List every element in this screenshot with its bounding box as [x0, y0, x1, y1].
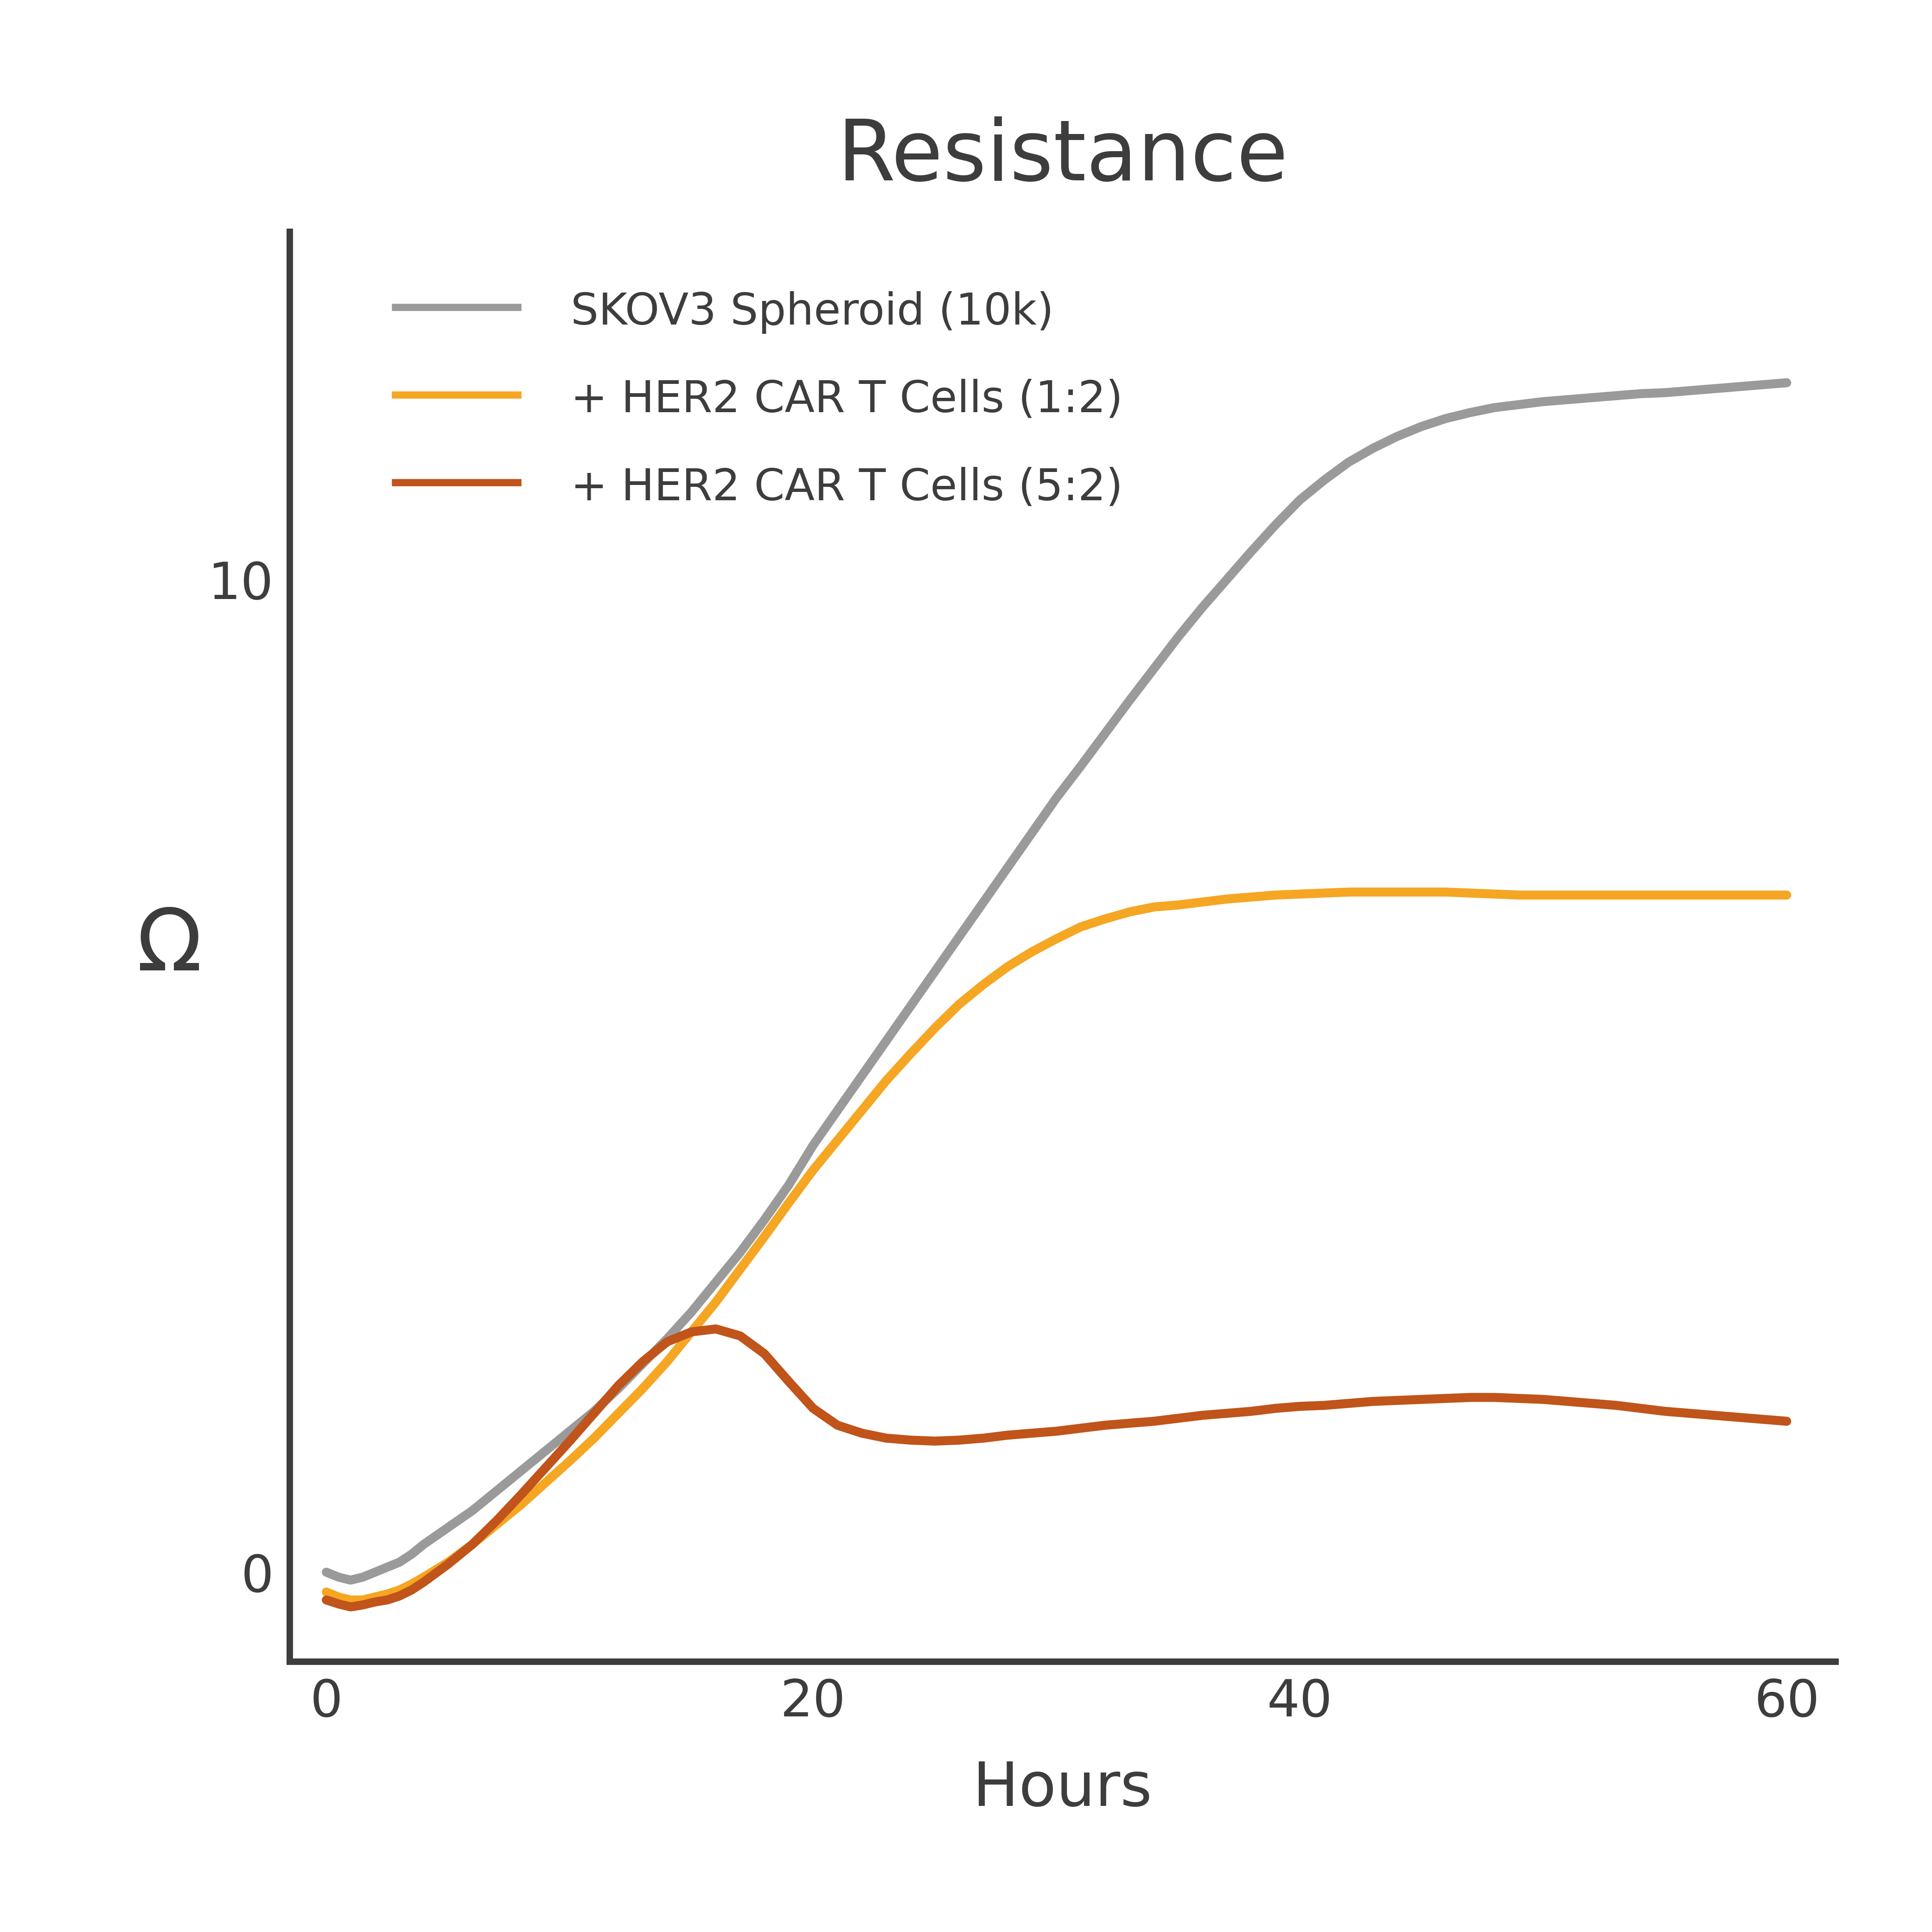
+ HER2 CAR T Cells (1:2)	[315, 1580, 338, 1604]
+ HER2 CAR T Cells (5:2)	[607, 1374, 630, 1397]
+ HER2 CAR T Cells (1:2)	[1727, 883, 1750, 906]
Line: + HER2 CAR T Cells (1:2): + HER2 CAR T Cells (1:2)	[327, 893, 1787, 1600]
SKOV3 Spheroid (10k)	[898, 995, 922, 1018]
+ HER2 CAR T Cells (5:2)	[1776, 1410, 1799, 1434]
+ HER2 CAR T Cells (5:2)	[1727, 1406, 1750, 1430]
+ HER2 CAR T Cells (1:2)	[1605, 883, 1629, 906]
+ HER2 CAR T Cells (1:2)	[898, 1043, 922, 1066]
+ HER2 CAR T Cells (1:2)	[338, 1588, 361, 1611]
+ HER2 CAR T Cells (5:2)	[1068, 1416, 1092, 1439]
Y-axis label: Ω: Ω	[137, 904, 203, 989]
+ HER2 CAR T Cells (1:2)	[1045, 927, 1068, 951]
SKOV3 Spheroid (10k)	[338, 1569, 361, 1592]
+ HER2 CAR T Cells (5:2)	[1605, 1393, 1629, 1416]
+ HER2 CAR T Cells (5:2)	[703, 1318, 726, 1341]
Title: Resistance: Resistance	[837, 116, 1289, 197]
Line: SKOV3 Spheroid (10k): SKOV3 Spheroid (10k)	[327, 383, 1787, 1580]
X-axis label: Hours: Hours	[974, 1760, 1151, 1818]
SKOV3 Spheroid (10k)	[315, 1561, 338, 1584]
Legend: SKOV3 Spheroid (10k), + HER2 CAR T Cells (1:2), + HER2 CAR T Cells (5:2): SKOV3 Spheroid (10k), + HER2 CAR T Cells…	[373, 269, 1144, 531]
SKOV3 Spheroid (10k)	[607, 1378, 630, 1401]
SKOV3 Spheroid (10k)	[703, 1271, 726, 1294]
SKOV3 Spheroid (10k)	[1045, 786, 1068, 810]
+ HER2 CAR T Cells (5:2)	[728, 1323, 752, 1347]
+ HER2 CAR T Cells (5:2)	[923, 1430, 947, 1453]
+ HER2 CAR T Cells (1:2)	[1776, 883, 1799, 906]
+ HER2 CAR T Cells (1:2)	[607, 1403, 630, 1426]
+ HER2 CAR T Cells (1:2)	[1337, 881, 1360, 904]
SKOV3 Spheroid (10k)	[1580, 386, 1604, 410]
+ HER2 CAR T Cells (5:2)	[315, 1588, 338, 1611]
SKOV3 Spheroid (10k)	[1776, 371, 1799, 394]
Line: + HER2 CAR T Cells (5:2): + HER2 CAR T Cells (5:2)	[327, 1329, 1787, 1607]
+ HER2 CAR T Cells (1:2)	[703, 1291, 726, 1314]
SKOV3 Spheroid (10k)	[1727, 375, 1750, 398]
+ HER2 CAR T Cells (5:2)	[338, 1596, 361, 1619]
